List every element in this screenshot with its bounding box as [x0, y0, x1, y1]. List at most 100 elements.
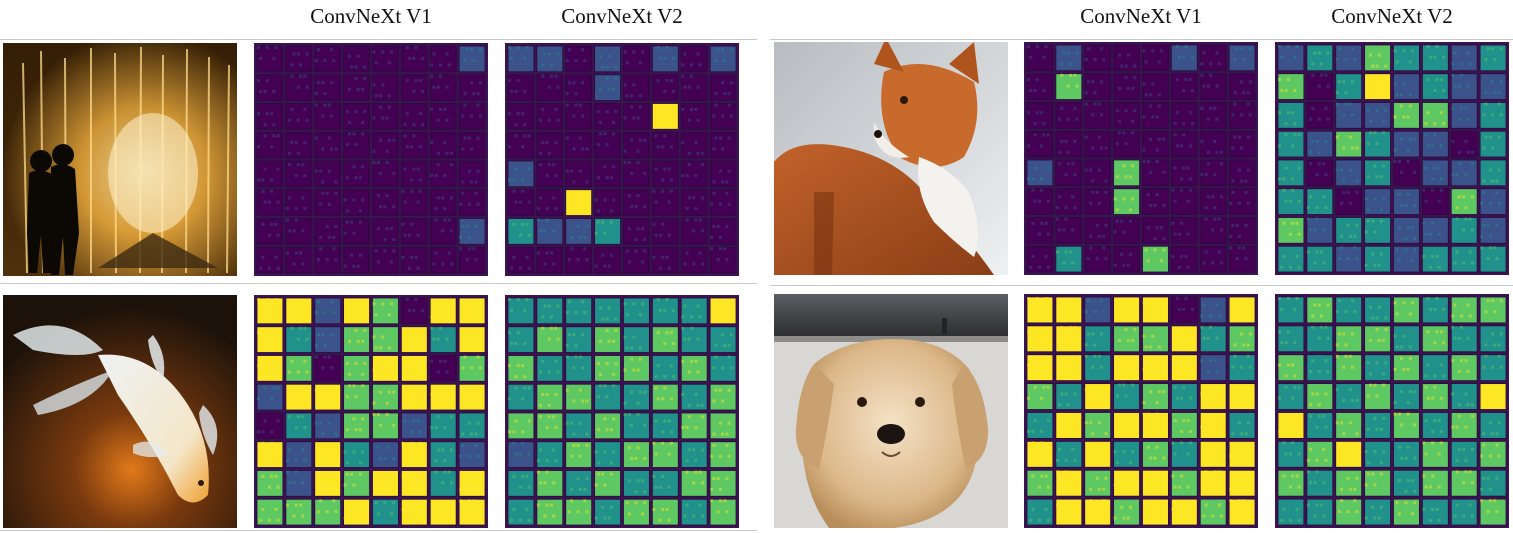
- feature-tile: [1170, 159, 1198, 187]
- tile-texture: [1182, 307, 1186, 311]
- tile-texture: [1375, 142, 1379, 146]
- tile-texture: [663, 375, 667, 379]
- tile-texture: [1175, 396, 1179, 400]
- tile-texture: [1400, 137, 1404, 141]
- feature-tile: [709, 160, 737, 188]
- feature-tile: [536, 412, 564, 440]
- tile-texture: [585, 399, 589, 403]
- tile-texture: [525, 507, 529, 511]
- feature-tile: [400, 297, 428, 325]
- tile-texture: [539, 229, 543, 233]
- dog-v2-feature-map-svg: [1275, 294, 1509, 528]
- tile-texture: [596, 362, 600, 366]
- feature-tile: [1026, 498, 1054, 526]
- tile-texture: [1280, 265, 1284, 269]
- tile-texture: [1209, 325, 1212, 329]
- feature-tile: [1277, 498, 1305, 526]
- tile-texture: [652, 441, 656, 445]
- tile-texture: [343, 198, 347, 202]
- tile-texture: [1462, 261, 1466, 265]
- tile-texture: [1278, 430, 1281, 433]
- tile-texture: [687, 415, 691, 419]
- tile-texture: [612, 87, 616, 91]
- tile-texture: [436, 403, 440, 407]
- tile-texture: [1375, 394, 1379, 398]
- fox-v2-feature-map: [1275, 42, 1509, 275]
- tile-texture: [385, 479, 389, 483]
- tile-texture: [694, 107, 698, 111]
- tile-texture: [445, 52, 449, 56]
- tile-texture: [1180, 188, 1184, 192]
- tile-texture: [1100, 146, 1104, 150]
- tile-texture: [1097, 168, 1101, 172]
- tile-texture: [1188, 144, 1192, 148]
- tile-texture: [1439, 330, 1443, 334]
- tile-texture: [1115, 427, 1119, 431]
- feature-tile: [429, 131, 457, 159]
- tile-texture: [1433, 166, 1437, 170]
- tile-texture: [290, 326, 294, 330]
- tile-texture: [1027, 111, 1030, 115]
- tile-texture: [474, 180, 478, 184]
- tile-texture: [718, 136, 722, 140]
- tile-texture: [603, 516, 607, 520]
- feature-tile: [458, 189, 486, 216]
- tile-texture: [652, 255, 656, 259]
- tile-texture: [599, 372, 602, 376]
- tile-texture: [1027, 297, 1030, 300]
- tile-texture: [547, 403, 551, 407]
- tile-texture: [441, 448, 445, 452]
- feature-tile: [429, 498, 457, 526]
- tile-texture: [1408, 60, 1412, 64]
- tile-texture: [416, 233, 420, 237]
- tile-texture: [714, 355, 718, 359]
- feature-tile: [1228, 217, 1256, 244]
- tile-texture: [418, 112, 422, 116]
- feature-tile: [1277, 325, 1305, 353]
- tile-texture: [578, 454, 582, 458]
- tile-texture: [1344, 91, 1348, 95]
- tile-texture: [665, 331, 669, 335]
- tile-texture: [1073, 206, 1077, 210]
- feature-tile: [1421, 245, 1449, 273]
- tile-texture: [1100, 332, 1104, 336]
- tile-texture: [412, 341, 416, 345]
- tile-texture: [1027, 330, 1030, 334]
- tile-texture: [681, 359, 685, 363]
- feature-tile: [1335, 325, 1363, 353]
- tile-texture: [436, 415, 440, 419]
- fountain-v1-feature-map: [254, 43, 488, 276]
- feature-tile: [314, 246, 342, 274]
- tile-texture: [570, 487, 574, 491]
- feature-tile: [1277, 159, 1305, 187]
- tile-texture: [467, 169, 471, 173]
- tile-texture: [1470, 195, 1474, 199]
- feature-tile: [429, 160, 457, 188]
- tile-texture: [1344, 343, 1348, 347]
- tile-texture: [1046, 166, 1050, 170]
- feature-tile: [1393, 296, 1420, 324]
- tile-texture: [1097, 201, 1101, 205]
- feature-tile: [565, 131, 593, 159]
- tile-texture: [1373, 197, 1377, 201]
- tile-texture: [1162, 501, 1166, 505]
- tile-texture: [1171, 254, 1175, 258]
- tile-texture: [1320, 503, 1323, 507]
- tile-texture: [387, 61, 391, 65]
- tile-texture: [323, 103, 327, 107]
- tile-texture: [1433, 374, 1437, 378]
- feature-tile: [709, 355, 737, 382]
- tile-texture: [1424, 133, 1428, 137]
- tile-texture: [1157, 390, 1161, 394]
- tile-texture: [1435, 507, 1439, 511]
- tile-texture: [508, 331, 511, 335]
- tile-texture: [1213, 173, 1217, 177]
- tile-texture: [1237, 234, 1241, 238]
- tile-texture: [1371, 505, 1375, 509]
- tile-texture: [545, 218, 549, 222]
- tile-texture: [1424, 419, 1428, 423]
- tile-texture: [1482, 113, 1486, 117]
- tile-texture: [672, 375, 676, 379]
- tile-texture: [1186, 199, 1190, 203]
- feature-tile: [256, 412, 284, 440]
